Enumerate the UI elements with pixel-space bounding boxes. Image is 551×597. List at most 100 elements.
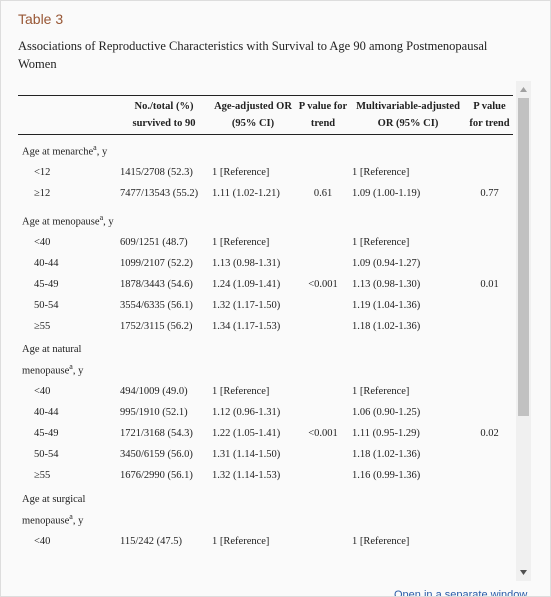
value-cell: [466, 295, 513, 316]
data-row: 40-44 1099/2107 (52.2) 1.13 (0.98-1.31) 1.0…: [18, 253, 513, 274]
value-cell: 1.34 (1.17-1.53): [212, 320, 281, 332]
value-cell: [296, 316, 350, 337]
section-row: Age at menarchea, y: [18, 135, 513, 163]
value-cell: 0.77: [480, 188, 499, 199]
category-cell: 45-49: [34, 428, 59, 439]
value-cell: [466, 163, 513, 184]
value-cell: 0.01: [480, 278, 499, 290]
section-row: Age at surgical menopausea, y: [18, 487, 513, 532]
category-cell: <40: [34, 236, 51, 248]
value-cell: 1 [Reference]: [212, 386, 270, 397]
value-cell: 1 [Reference]: [352, 236, 410, 248]
value-cell: 1 [Reference]: [212, 535, 270, 547]
data-row: 40-44 995/1910 (52.1) 1.12 (0.96-1.31) 1.06…: [18, 403, 513, 424]
data-row: <40 494/1009 (49.0) 1 [Reference] 1 [Refere…: [18, 382, 513, 403]
table-body: Age at menarchea, y <12 1415/2708 (52.3) 1 …: [18, 135, 513, 553]
section-unit: , y: [72, 515, 84, 526]
value-cell: <0.001: [308, 278, 338, 290]
empty-cell: [118, 487, 513, 532]
value-cell: 1.09 (0.94-1.27): [352, 257, 421, 269]
category-cell: 50-54: [34, 449, 59, 460]
section-label: Age at surgical menopausea, y: [18, 487, 118, 532]
value-cell: 1.32 (1.17-1.50): [212, 299, 281, 311]
data-row: 45-49 1721/3168 (54.3) 1.22 (1.05-1.41) <0.…: [18, 424, 513, 445]
scroll-thumb[interactable]: [518, 98, 529, 416]
section-label: Age at menopausea, y: [18, 205, 118, 233]
value-cell: 3450/6159 (56.0): [120, 449, 193, 460]
category-cell: ≥12: [34, 188, 51, 199]
category-cell: <40: [34, 386, 51, 397]
value-cell: 609/1251 (48.7): [120, 236, 188, 248]
column-header: No./total (%) survived to 90: [132, 101, 196, 129]
value-cell: 3554/6335 (56.1): [120, 299, 193, 311]
value-cell: 1.11 (0.95-1.29): [352, 428, 420, 439]
footnote-mark: a: [69, 362, 73, 371]
value-cell: 1 [Reference]: [352, 535, 410, 547]
column-header: P value for trend: [469, 101, 510, 129]
category-cell: 40-44: [34, 257, 59, 269]
header-cell: [18, 96, 118, 135]
value-cell: [296, 466, 350, 487]
value-cell: 1752/3115 (56.2): [120, 320, 193, 332]
table-wrap: No./total (%) survived to 90 Age-adjusted…: [18, 95, 513, 552]
value-cell: 1.18 (1.02-1.36): [352, 449, 421, 460]
value-cell: [296, 531, 350, 552]
data-row: 50-54 3450/6159 (56.0) 1.31 (1.14-1.50) 1.1…: [18, 445, 513, 466]
section-row: Age at natural menopausea, y: [18, 337, 513, 382]
value-cell: [466, 253, 513, 274]
section-name: Age at natural menopause: [22, 344, 82, 377]
value-cell: 1878/3443 (54.6): [120, 278, 193, 290]
table-label: Table 3: [18, 11, 64, 27]
empty-cell: [118, 205, 513, 233]
value-cell: 1.18 (1.02-1.36): [352, 320, 421, 332]
value-cell: 1.22 (1.05-1.41): [212, 428, 281, 439]
section-label: Age at natural menopausea, y: [18, 337, 118, 382]
value-cell: 1.12 (0.96-1.31): [212, 407, 281, 418]
value-cell: 1 [Reference]: [352, 386, 410, 397]
value-cell: 1.06 (0.90-1.25): [352, 407, 421, 418]
value-cell: <0.001: [308, 428, 338, 439]
data-row: 45-49 1878/3443 (54.6) 1.24 (1.09-1.41) <0.…: [18, 274, 513, 295]
value-cell: [466, 531, 513, 552]
footnote-mark: a: [99, 212, 104, 222]
column-header: Age-adjusted OR (95% CI): [214, 101, 292, 129]
section-name: Age at menopause: [22, 216, 100, 227]
value-cell: [296, 445, 350, 466]
section-name: Age at menarche: [22, 146, 94, 158]
value-cell: [466, 466, 513, 487]
value-cell: 1099/2107 (52.2): [120, 257, 193, 269]
value-cell: [466, 403, 513, 424]
value-cell: 1415/2708 (52.3): [120, 167, 193, 178]
empty-cell: [118, 135, 513, 163]
data-row: <40 115/242 (47.5) 1 [Reference] 1 [Referen…: [18, 531, 513, 552]
category-cell: 40-44: [34, 407, 59, 418]
value-cell: 1 [Reference]: [212, 236, 270, 248]
value-cell: 1721/3168 (54.3): [120, 428, 193, 439]
footnote-mark: a: [69, 511, 73, 521]
value-cell: 1.19 (1.04-1.36): [352, 299, 421, 311]
value-cell: 995/1910 (52.1): [120, 407, 188, 418]
value-cell: 1 [Reference]: [352, 167, 410, 178]
value-cell: 1.24 (1.09-1.41): [212, 278, 281, 290]
value-cell: [296, 253, 350, 274]
value-cell: 1 [Reference]: [212, 167, 270, 178]
scroll-arrows: [520, 87, 527, 575]
value-cell: [296, 403, 350, 424]
category-cell: <40: [34, 535, 51, 547]
scrollbar[interactable]: [516, 81, 531, 581]
value-cell: 1.11 (1.02-1.21): [212, 188, 280, 199]
value-cell: [296, 295, 350, 316]
section-unit: , y: [72, 365, 84, 377]
category-cell: ≥55: [34, 470, 51, 481]
data-row: <40 609/1251 (48.7) 1 [Reference] 1 [Refere…: [18, 232, 513, 253]
header-row: No./total (%) survived to 90 Age-adjusted…: [18, 95, 513, 135]
section-name: Age at surgical menopause: [22, 493, 86, 527]
open-link[interactable]: Open in a separate window: [394, 589, 528, 597]
value-cell: 0.61: [313, 188, 333, 199]
value-cell: 1.13 (0.98-1.30): [352, 278, 421, 290]
value-cell: 1.16 (0.99-1.36): [352, 470, 421, 481]
value-cell: [296, 163, 350, 184]
value-cell: [466, 232, 513, 253]
data-row: ≥55 1676/2990 (56.1) 1.32 (1.14-1.53) 1.16 …: [18, 466, 513, 487]
